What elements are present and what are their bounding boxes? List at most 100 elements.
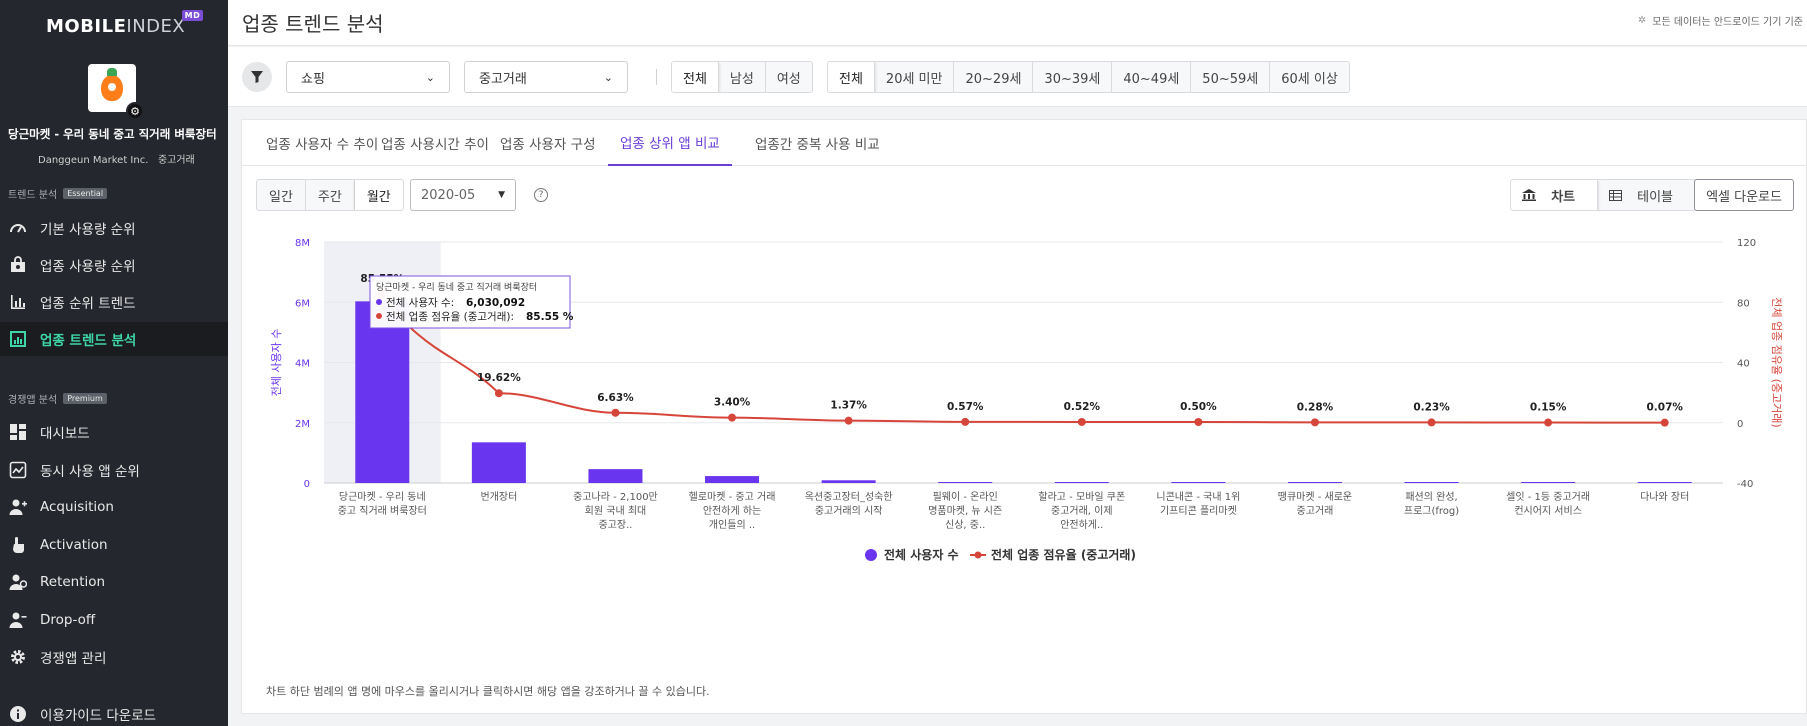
age-option-6[interactable]: 60세 이상 xyxy=(1281,71,1338,87)
sidebar-item-label: Activation xyxy=(40,536,108,553)
sidebar-item-user-plus[interactable]: Acquisition xyxy=(0,490,228,524)
guide-download-link[interactable]: 이용가이드 다운로드 xyxy=(0,697,228,726)
sidebar-item-bag[interactable]: 업종 사용량 순위 xyxy=(0,248,228,282)
gauge-icon xyxy=(8,219,28,237)
table-view-button[interactable]: 테이블 xyxy=(1598,180,1695,210)
data-label: 3.40% xyxy=(714,397,751,409)
bar xyxy=(588,469,643,483)
gender-option-1[interactable]: 남성 xyxy=(719,62,766,92)
help-icon[interactable]: ? xyxy=(534,188,548,202)
sidebar-item-dashboard[interactable]: 대시보드 xyxy=(0,415,228,449)
sidebar-item-user-cycle[interactable]: Retention xyxy=(0,565,228,599)
age-option-3[interactable]: 30~39세 xyxy=(1033,62,1113,92)
sidebar-item-gauge[interactable]: 기본 사용량 순위 xyxy=(0,211,228,245)
hand-pointer-icon xyxy=(8,536,28,554)
header-note: ✲ 모든 데이터는 안드로이드 기기 기준 xyxy=(1638,13,1803,28)
android-icon: ✲ xyxy=(1637,15,1647,26)
logo-light-text: INDEX xyxy=(126,16,186,37)
date-select[interactable]: 2020-05 ▼ xyxy=(410,179,516,211)
app-icon[interactable]: ⚙ xyxy=(88,64,144,120)
period-option-1[interactable]: 주간 xyxy=(306,180,355,210)
table-icon xyxy=(1609,189,1623,201)
trend-chart-icon xyxy=(8,330,28,348)
user-plus-icon xyxy=(8,498,28,516)
filter-button[interactable] xyxy=(242,62,272,92)
sidebar-item-label: 기본 사용량 순위 xyxy=(40,222,136,238)
sidebar-item-user-minus[interactable]: Drop-off xyxy=(0,603,228,637)
y-right-axis-title: 전체 업종 점유율 (중고거래) xyxy=(1770,297,1783,427)
bar xyxy=(705,476,760,483)
line-point xyxy=(1077,417,1086,426)
x-tick-label: 셀잇 - 1등 중고거래 xyxy=(1506,491,1590,503)
tab-3[interactable]: 업종 상위 앱 비교 xyxy=(608,120,732,166)
period-option-2[interactable]: 월간 xyxy=(354,180,403,210)
age-option-5[interactable]: 50~59세 xyxy=(1191,62,1271,92)
dashboard-icon xyxy=(8,423,28,441)
tooltip-row1-label: 전체 사용자 수: xyxy=(386,297,454,309)
app-company: Danggeun Market Inc. xyxy=(38,155,149,166)
x-tick-label: 중고장.. xyxy=(598,519,632,531)
line-point xyxy=(1194,417,1203,426)
age-option-2[interactable]: 20~29세 xyxy=(954,62,1034,92)
data-label: 0.50% xyxy=(1180,401,1217,413)
logo-badge: MD xyxy=(181,10,204,21)
tab-4[interactable]: 업종간 중복 사용 비교 xyxy=(755,137,880,153)
age-option-0[interactable]: 전체 xyxy=(828,62,875,92)
sidebar-item-label: 경쟁앱 관리 xyxy=(40,651,107,667)
sidebar-item-line-chart[interactable]: 동시 사용 앱 순위 xyxy=(0,453,228,487)
chart-view-button[interactable]: 차트 xyxy=(1511,180,1599,210)
gender-option-0[interactable]: 전체 xyxy=(672,62,719,92)
x-tick-label: 필웨이 - 온라인 xyxy=(933,491,998,503)
y-left-tick: 2M xyxy=(295,419,310,430)
sidebar-item-label: 동시 사용 앱 순위 xyxy=(40,463,140,480)
subcategory-select[interactable]: 중고거래 ⌄ xyxy=(464,61,628,93)
sidebar-item-trend-chart[interactable]: 업종 트렌드 분석 xyxy=(0,322,228,356)
filter-bar: 쇼핑 ⌄ 중고거래 ⌄ 전체 남성 여성 전체 20세 미만 20~29세 30~39세 4… xyxy=(228,47,1807,107)
data-label: 0.28% xyxy=(1297,401,1334,413)
sidebar-item-label: Drop-off xyxy=(40,611,96,628)
app-settings-icon[interactable]: ⚙ xyxy=(126,102,144,120)
data-label: 1.37% xyxy=(830,400,867,412)
line-point xyxy=(1310,418,1319,427)
mobileindex-logo[interactable]: MOBILEINDEX MD xyxy=(46,10,204,37)
data-label: 0.52% xyxy=(1064,401,1101,413)
x-tick-label: 땡큐마켓 - 새로운 xyxy=(1278,491,1352,503)
x-tick-label: 안전하게 하는 xyxy=(703,504,761,517)
sidebar-item-bar-chart[interactable]: 업종 순위 트렌드 xyxy=(0,285,228,319)
app-category: 중고거래 xyxy=(157,155,195,166)
gender-option-2[interactable]: 여성 xyxy=(776,71,801,87)
x-tick-label: 프로그(frog) xyxy=(1404,506,1459,517)
age-option-4[interactable]: 40~49세 xyxy=(1112,62,1192,92)
bar xyxy=(821,480,876,483)
tab-0[interactable]: 업종 사용자 수 추이 xyxy=(266,137,379,153)
caret-down-icon: ▼ xyxy=(498,190,505,200)
x-tick-label: 니콘내콘 - 국내 1위 xyxy=(1156,490,1240,503)
sidebar-item-label: 업종 순위 트렌드 xyxy=(40,296,136,312)
chevron-down-icon: ⌄ xyxy=(603,70,613,84)
bar xyxy=(1637,482,1692,483)
sidebar-item-label: 업종 트렌드 분석 xyxy=(40,333,137,349)
app-subtitle: Danggeun Market Inc. 중고거래 xyxy=(38,151,195,166)
x-tick-label: 번개장터 xyxy=(480,491,517,503)
sidebar-item-hand-pointer[interactable]: Activation xyxy=(0,528,228,562)
category-select-value: 쇼핑 xyxy=(301,71,325,87)
sidebar-item-gear[interactable]: 경쟁앱 관리 xyxy=(0,640,228,674)
category-select[interactable]: 쇼핑 ⌄ xyxy=(286,61,450,93)
tab-2[interactable]: 업종 사용자 구성 xyxy=(500,137,596,153)
bar xyxy=(1521,482,1576,483)
legend-line-label: 전체 업종 점유율 (중고거래) xyxy=(991,547,1136,562)
line-point xyxy=(1660,418,1669,427)
legend-bar-marker xyxy=(865,549,877,561)
x-tick-label: 컨시어지 서비스 xyxy=(1514,505,1582,517)
user-minus-icon xyxy=(8,611,28,629)
excel-download-button[interactable]: 엑셀 다운로드 xyxy=(1694,179,1794,211)
period-option-0[interactable]: 일간 xyxy=(257,180,306,210)
line-point xyxy=(611,408,620,417)
y-right-tick: 40 xyxy=(1737,359,1750,370)
age-option-1[interactable]: 20세 미만 xyxy=(875,62,955,92)
tab-1[interactable]: 업종 사용시간 추이 xyxy=(381,137,489,153)
age-segment: 전체 20세 미만 20~29세 30~39세 40~49세 50~59세 60세 이상 xyxy=(827,61,1350,93)
bar xyxy=(1054,482,1109,483)
x-tick-label: 안전하게.. xyxy=(1060,518,1103,531)
